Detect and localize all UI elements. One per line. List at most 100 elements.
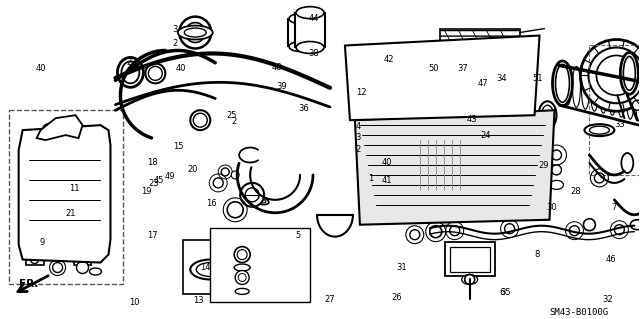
Text: 40: 40	[36, 64, 46, 73]
Ellipse shape	[59, 170, 79, 176]
Circle shape	[422, 209, 434, 221]
Text: 23: 23	[148, 179, 159, 188]
Ellipse shape	[43, 122, 78, 134]
Circle shape	[552, 165, 561, 175]
Text: 43: 43	[467, 115, 477, 124]
Text: 20: 20	[187, 165, 198, 174]
Ellipse shape	[584, 124, 614, 136]
Ellipse shape	[235, 288, 249, 294]
Text: 39: 39	[276, 82, 287, 91]
Circle shape	[584, 219, 595, 231]
FancyBboxPatch shape	[445, 241, 495, 277]
FancyBboxPatch shape	[440, 29, 520, 47]
Circle shape	[52, 263, 63, 272]
Circle shape	[430, 226, 442, 238]
Text: 25: 25	[227, 111, 237, 120]
FancyBboxPatch shape	[295, 13, 325, 48]
Text: 24: 24	[481, 131, 492, 140]
Circle shape	[240, 183, 264, 207]
Ellipse shape	[636, 73, 640, 121]
Text: 32: 32	[602, 295, 612, 304]
Ellipse shape	[90, 268, 102, 275]
Polygon shape	[36, 115, 83, 140]
Circle shape	[580, 40, 640, 111]
Ellipse shape	[234, 264, 250, 271]
Text: 7: 7	[611, 203, 616, 211]
Text: 28: 28	[570, 187, 580, 196]
Polygon shape	[19, 125, 111, 263]
Text: 49: 49	[164, 173, 175, 182]
Circle shape	[227, 202, 243, 218]
Text: 10: 10	[129, 298, 140, 307]
Text: 45: 45	[154, 176, 164, 185]
Text: 4: 4	[356, 122, 361, 131]
Text: 19: 19	[141, 187, 152, 196]
Text: 2: 2	[356, 145, 361, 154]
Text: 6: 6	[499, 288, 505, 297]
Ellipse shape	[552, 61, 572, 106]
Text: 38: 38	[308, 48, 319, 58]
Text: 31: 31	[396, 263, 407, 272]
Ellipse shape	[572, 66, 580, 107]
Ellipse shape	[190, 260, 230, 279]
Text: 5: 5	[295, 231, 300, 240]
Circle shape	[190, 110, 210, 130]
Ellipse shape	[609, 70, 616, 115]
FancyBboxPatch shape	[74, 255, 92, 264]
Ellipse shape	[405, 135, 504, 195]
Circle shape	[231, 171, 239, 179]
Text: 40: 40	[175, 64, 186, 73]
Ellipse shape	[627, 72, 634, 119]
Circle shape	[77, 262, 88, 273]
Text: 46: 46	[605, 255, 616, 264]
Polygon shape	[355, 110, 554, 225]
Circle shape	[450, 226, 460, 236]
Ellipse shape	[448, 194, 461, 216]
Circle shape	[632, 100, 640, 110]
Text: 29: 29	[538, 161, 548, 170]
Circle shape	[570, 226, 579, 236]
Text: 1: 1	[369, 174, 374, 183]
Circle shape	[79, 256, 86, 263]
Text: 12: 12	[356, 88, 367, 97]
Text: 37: 37	[458, 64, 468, 73]
Circle shape	[465, 274, 475, 285]
Ellipse shape	[296, 41, 324, 54]
Ellipse shape	[118, 57, 143, 87]
Text: 40: 40	[381, 158, 392, 167]
FancyBboxPatch shape	[26, 255, 44, 264]
Text: 2: 2	[172, 39, 178, 48]
Circle shape	[213, 178, 223, 188]
Circle shape	[47, 240, 63, 256]
Circle shape	[179, 17, 211, 48]
Text: 50: 50	[428, 64, 439, 73]
Ellipse shape	[620, 52, 638, 94]
Text: 17: 17	[147, 231, 158, 240]
Text: 34: 34	[497, 74, 508, 83]
Text: 48: 48	[271, 63, 282, 72]
Text: 36: 36	[299, 104, 309, 113]
Ellipse shape	[600, 70, 607, 113]
Polygon shape	[345, 35, 540, 120]
FancyBboxPatch shape	[288, 19, 312, 47]
Ellipse shape	[289, 14, 311, 24]
Ellipse shape	[289, 41, 311, 51]
Text: 9: 9	[40, 238, 45, 247]
Circle shape	[552, 150, 561, 160]
Text: FR.: FR.	[19, 279, 38, 289]
Text: 27: 27	[324, 295, 335, 304]
Text: 18: 18	[147, 158, 158, 167]
Circle shape	[235, 271, 249, 285]
Ellipse shape	[618, 71, 625, 117]
Ellipse shape	[563, 65, 572, 105]
Text: 22: 22	[126, 58, 137, 67]
Text: 42: 42	[384, 55, 394, 64]
Circle shape	[410, 230, 420, 240]
Text: 51: 51	[532, 74, 542, 83]
Circle shape	[54, 161, 83, 189]
Text: 8: 8	[534, 250, 540, 259]
Ellipse shape	[538, 101, 557, 129]
Ellipse shape	[581, 67, 589, 109]
Text: SM43-B0100G: SM43-B0100G	[550, 308, 609, 317]
Text: 14: 14	[200, 263, 211, 272]
